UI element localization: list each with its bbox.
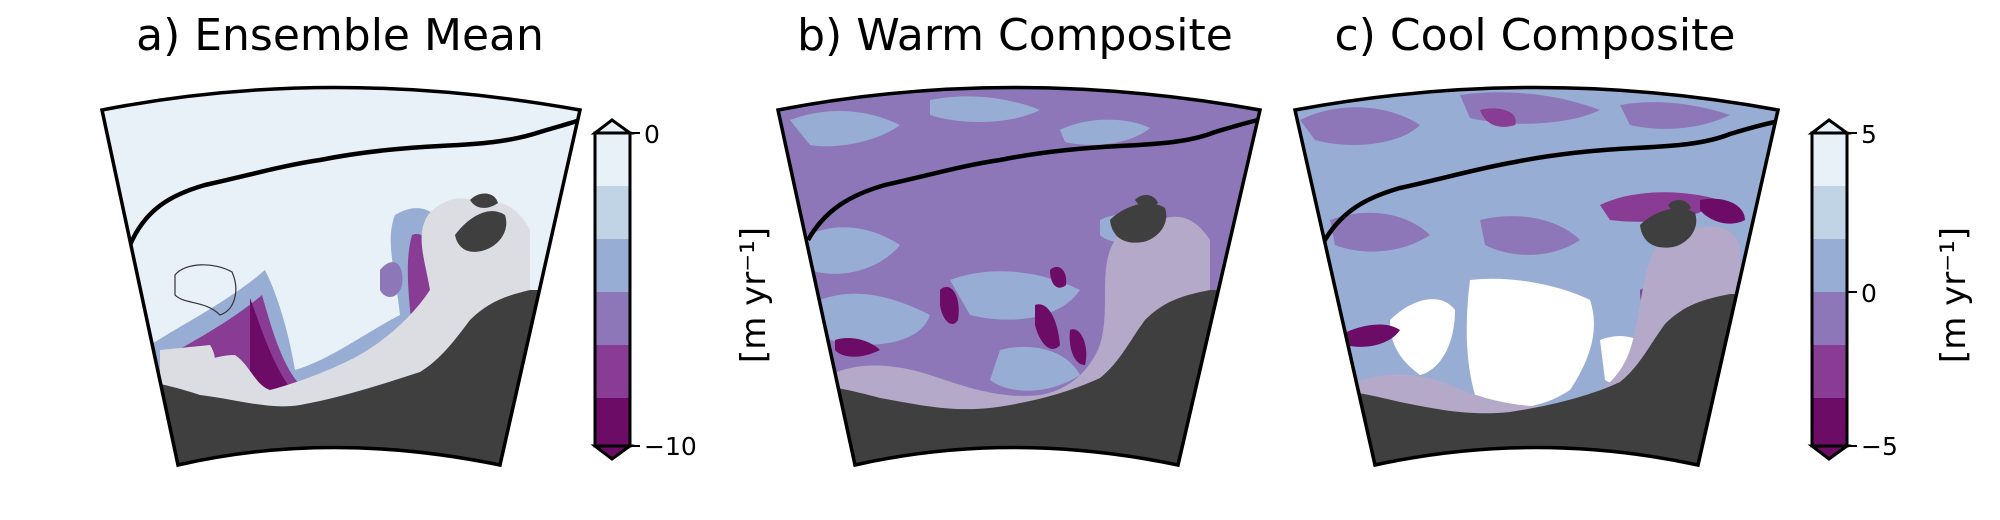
map-b bbox=[778, 87, 1260, 465]
colorbar-1: 0 −10 [m yr⁻¹] bbox=[590, 118, 774, 461]
cb1-extend-top bbox=[590, 118, 635, 135]
cb1-tick-top: 0 bbox=[644, 120, 660, 149]
melt-streaks-b bbox=[835, 266, 1087, 365]
map-a bbox=[102, 87, 580, 465]
panel-title-c: c) Cool Composite bbox=[1335, 10, 1736, 61]
map-frame-b bbox=[775, 85, 1263, 468]
cb2-extend-bottom bbox=[1807, 444, 1852, 461]
panel-cool-composite: c) Cool Composite bbox=[1292, 10, 1781, 468]
panel-warm-composite: b) Warm Composite bbox=[775, 10, 1263, 468]
panel-title-b: b) Warm Composite bbox=[797, 10, 1233, 61]
grounding-line-c bbox=[1320, 119, 1776, 247]
panel-title-a: a) Ensemble Mean bbox=[136, 10, 544, 61]
melt-patch-a bbox=[380, 262, 403, 297]
map-c bbox=[1295, 87, 1778, 465]
land-c bbox=[1295, 294, 1778, 465]
field-patches-c bbox=[1300, 92, 1730, 255]
cb1-tick-bottom: −10 bbox=[644, 432, 697, 461]
cb1-extend-bottom bbox=[590, 444, 635, 461]
cb2-extend-top bbox=[1807, 118, 1852, 135]
cb2-tick-bottom: −5 bbox=[1861, 432, 1898, 461]
grounded-ice-left-a bbox=[160, 345, 215, 395]
map-frame-c bbox=[1292, 85, 1781, 468]
grounding-line-a bbox=[127, 117, 580, 246]
field-patches-b bbox=[790, 96, 1150, 391]
cb1-frame bbox=[593, 131, 632, 448]
cb2-tick-mid: 0 bbox=[1861, 279, 1877, 308]
panel-ensemble-mean: a) Ensemble Mean bbox=[99, 10, 583, 468]
cb1-label: [m yr⁻¹] bbox=[734, 227, 774, 363]
land-islands-a bbox=[455, 193, 507, 252]
positive-lobe-c bbox=[1390, 278, 1660, 408]
cb2-tick-top: 5 bbox=[1861, 120, 1877, 149]
negative-edge-c bbox=[1340, 198, 1745, 347]
grounding-line-b bbox=[806, 117, 1259, 242]
map-frame-a bbox=[99, 85, 583, 468]
cb2-frame bbox=[1810, 131, 1849, 448]
land-a bbox=[102, 290, 580, 465]
land-b bbox=[778, 290, 1260, 465]
contour-blob-a bbox=[174, 264, 237, 316]
cb2-label: [m yr⁻¹] bbox=[1934, 227, 1974, 363]
land-islands-b bbox=[1110, 194, 1167, 243]
land-islands-c bbox=[1640, 199, 1697, 248]
colorbar-2: 5 0 −5 [m yr⁻¹] bbox=[1807, 118, 1974, 461]
